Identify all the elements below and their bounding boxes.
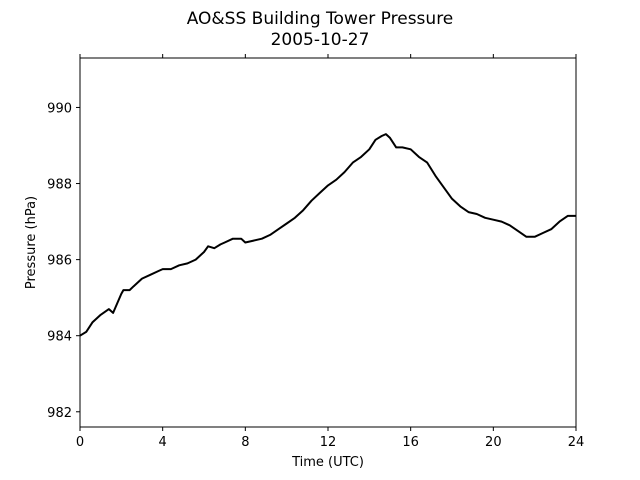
y-tick-label: 986 — [47, 254, 72, 269]
chart-title: AO&SS Building Tower Pressure — [187, 9, 454, 29]
pressure-series-line — [79, 133, 576, 337]
plot-frame — [79, 57, 577, 428]
chart-subtitle: 2005-10-27 — [271, 30, 370, 50]
x-tick-label: 8 — [241, 435, 249, 450]
y-tick-label: 990 — [47, 101, 72, 116]
x-tick-label: 20 — [485, 435, 502, 450]
y-axis-ticks: 982 984 986 988 990 — [47, 101, 80, 421]
x-tick-label: 4 — [159, 435, 167, 450]
y-axis-label: Pressure (hPa) — [24, 196, 39, 289]
x-tick-label: 16 — [402, 435, 419, 450]
x-tick-label: 0 — [76, 435, 84, 450]
x-axis-ticks: 0 4 8 12 16 20 24 — [76, 54, 584, 450]
x-tick-label: 24 — [568, 435, 585, 450]
series-layer — [79, 133, 576, 337]
x-tick-label: 12 — [320, 435, 337, 450]
x-axis-label: Time (UTC) — [291, 455, 364, 470]
y-tick-label: 982 — [47, 406, 72, 421]
y-tick-label: 984 — [47, 330, 72, 345]
y-tick-label: 988 — [47, 178, 72, 193]
